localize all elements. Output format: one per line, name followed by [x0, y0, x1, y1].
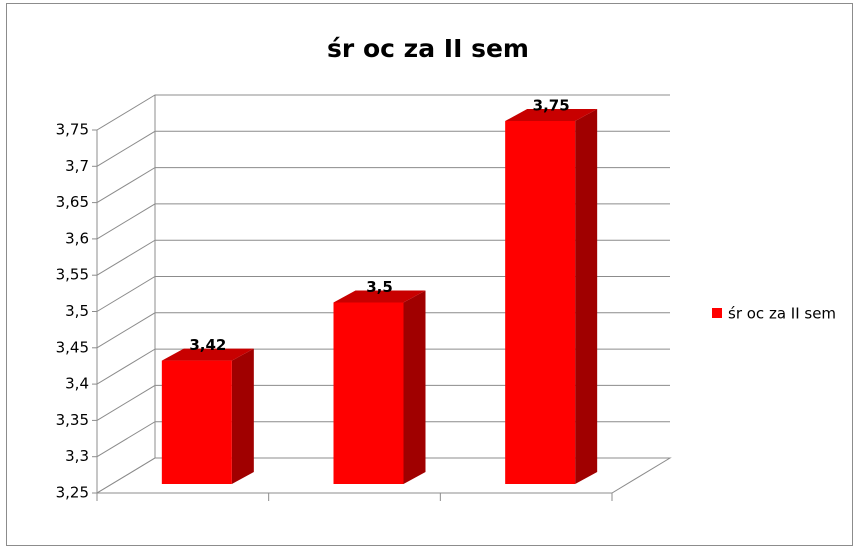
y-tick-label: 3,3 [65, 447, 89, 465]
grid-line [96, 167, 670, 204]
grid-line [96, 457, 670, 494]
grid-line [96, 203, 670, 240]
legend-swatch [712, 308, 722, 318]
bar-side [575, 109, 598, 484]
value-label: 3,42 [189, 336, 226, 354]
y-tick-label: 3,75 [56, 121, 89, 139]
y-tick-label: 3,65 [56, 193, 89, 211]
chart-border [6, 3, 853, 546]
grid-line [96, 239, 670, 276]
y-tick-label: 3,4 [65, 375, 89, 393]
value-label: 3,5 [366, 278, 393, 296]
y-tick-label: 3,25 [56, 484, 89, 502]
bar-side [403, 290, 426, 484]
grid-line [96, 130, 670, 167]
grid-line [96, 384, 670, 421]
y-tick-label: 3,45 [56, 338, 89, 356]
y-tick-label: 3,55 [56, 266, 89, 284]
grid-line [96, 312, 670, 349]
legend-label: śr oc za II sem [728, 305, 836, 323]
y-tick-label: 3,35 [56, 411, 89, 429]
bar [161, 360, 232, 484]
bar [333, 302, 404, 484]
y-tick-label: 3,6 [65, 229, 89, 247]
grid-line [96, 276, 670, 312]
y-tick-label: 3,5 [65, 302, 89, 320]
grid-line [96, 348, 670, 385]
bar-top [161, 348, 254, 361]
bar-side [231, 348, 254, 484]
bar [505, 121, 576, 484]
grid-line [96, 421, 670, 458]
grid-line [96, 94, 670, 131]
chart-title: śr oc za II sem [327, 34, 529, 63]
bar-top [505, 109, 598, 121]
value-label: 3,75 [533, 97, 570, 115]
bar-top [333, 290, 426, 303]
y-tick-label: 3,7 [65, 157, 89, 175]
